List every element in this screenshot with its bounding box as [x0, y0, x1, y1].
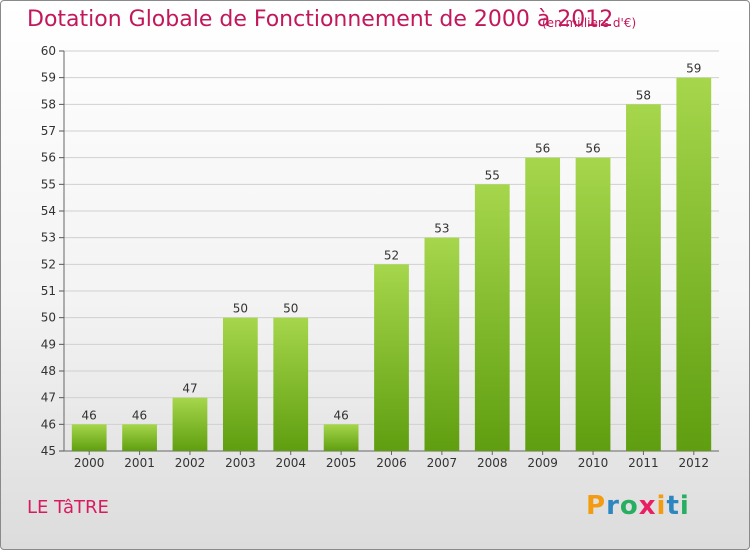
logo-letter: t — [666, 491, 680, 521]
y-tick-label: 45 — [41, 444, 56, 458]
bar — [676, 77, 712, 452]
data-label: 52 — [384, 248, 399, 262]
proxiti-logo: Proxiti — [586, 491, 690, 521]
x-tick-label: 2007 — [427, 456, 458, 470]
x-tick-label: 2009 — [527, 456, 558, 470]
data-label: 46 — [333, 408, 348, 422]
y-tick-label: 49 — [41, 337, 56, 351]
x-tick-label: 2005 — [326, 456, 357, 470]
data-label: 53 — [434, 222, 449, 236]
x-tick-label: 2012 — [679, 456, 710, 470]
data-label: 46 — [82, 408, 97, 422]
data-label: 56 — [535, 142, 550, 156]
y-tick-label: 53 — [41, 231, 56, 245]
x-tick-label: 2008 — [477, 456, 508, 470]
logo-letter: i — [679, 491, 690, 521]
logo-letter: i — [656, 491, 667, 521]
chart-title: Dotation Globale de Fonctionnement de 20… — [27, 7, 614, 32]
x-tick-label: 2003 — [225, 456, 256, 470]
bar — [424, 237, 460, 451]
logo-letter: r — [606, 491, 620, 521]
x-tick-label: 2010 — [578, 456, 609, 470]
data-label: 50 — [283, 302, 298, 316]
data-label: 58 — [636, 88, 651, 102]
y-tick-label: 58 — [41, 97, 56, 111]
y-tick-label: 46 — [41, 417, 56, 431]
x-tick-label: 2000 — [74, 456, 105, 470]
y-tick-label: 51 — [41, 284, 56, 298]
commune-name: LE TâTRE — [27, 497, 109, 518]
data-label: 46 — [132, 408, 147, 422]
bar — [222, 317, 258, 451]
data-label: 50 — [233, 302, 248, 316]
y-tick-label: 55 — [41, 177, 56, 191]
y-tick-label: 57 — [41, 124, 56, 138]
x-tick-label: 2002 — [175, 456, 206, 470]
bar — [626, 104, 661, 451]
bar — [323, 424, 359, 451]
bar — [474, 184, 510, 452]
bar — [273, 317, 309, 451]
logo-letter: P — [586, 491, 607, 521]
data-label: 59 — [686, 62, 701, 76]
y-tick-label: 59 — [41, 71, 56, 85]
logo-letter: x — [638, 491, 657, 521]
y-tick-label: 60 — [41, 44, 56, 58]
chart-subtitle: (en milliers d'€) — [542, 16, 637, 30]
x-tick-label: 2004 — [275, 456, 306, 470]
bar — [122, 424, 157, 451]
x-tick-label: 2001 — [124, 456, 155, 470]
bar — [71, 424, 107, 451]
data-label: 55 — [485, 168, 500, 182]
x-tick-label: 2006 — [376, 456, 407, 470]
logo-letter: o — [619, 491, 639, 521]
bar — [525, 157, 561, 451]
bar — [172, 397, 208, 451]
y-tick-label: 54 — [41, 204, 56, 218]
data-label: 56 — [585, 142, 600, 156]
x-tick-label: 2011 — [628, 456, 659, 470]
bar — [374, 264, 409, 451]
bar — [575, 157, 611, 451]
y-tick-label: 47 — [41, 391, 56, 405]
y-tick-label: 56 — [41, 151, 56, 165]
y-tick-label: 50 — [41, 311, 56, 325]
y-tick-label: 52 — [41, 257, 56, 271]
data-label: 47 — [182, 382, 197, 396]
y-tick-label: 48 — [41, 364, 56, 378]
